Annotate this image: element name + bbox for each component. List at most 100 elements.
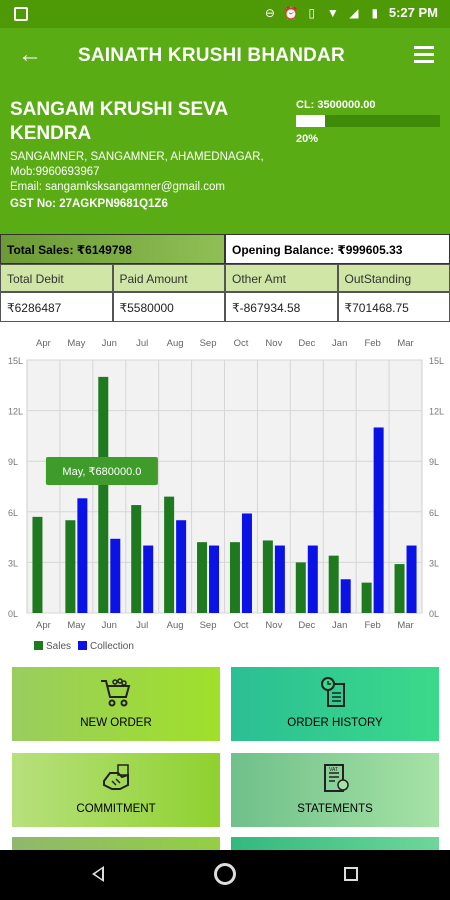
arrow-left-icon[interactable]: ←	[18, 41, 42, 68]
hamburger-menu-icon[interactable]	[414, 46, 434, 64]
more-tile-right[interactable]	[231, 837, 439, 851]
bar-sales	[361, 582, 372, 613]
x-tick-top: Nov	[265, 338, 282, 349]
x-tick-bottom: Oct	[234, 620, 249, 631]
sales-collection-chart[interactable]: 0L 0L 3L 3L 6L 6L 9L 9L 12L 12L 15L 15L Apr Apr May May…	[0, 330, 450, 660]
credit-progress-bar	[296, 115, 440, 127]
statements-label: STATEMENTS	[297, 803, 373, 815]
y-tick-right: 3L	[429, 558, 439, 568]
x-tick-top: Dec	[298, 338, 315, 349]
y-tick-right: 15L	[429, 356, 444, 366]
y-tick-left: 3L	[8, 558, 18, 568]
credit-progress-fill	[296, 115, 325, 127]
x-tick-bottom: Feb	[364, 620, 380, 631]
bar-collection	[110, 538, 121, 613]
alarm-icon: ⏰	[283, 5, 299, 20]
handshake-icon	[103, 764, 129, 790]
bar-collection	[274, 545, 285, 613]
app-bar: ← SAINATH KRUSHI BHANDAR	[0, 28, 450, 84]
bar-sales	[295, 562, 306, 613]
gst-line: GST No: 27AGKPN9681Q1Z6	[10, 198, 168, 210]
commitment-button[interactable]: COMMITMENT	[12, 753, 220, 827]
order-history-icon	[321, 677, 345, 707]
y-tick-right: 0L	[429, 609, 439, 619]
commitment-label: COMMITMENT	[76, 803, 156, 815]
order-history-label: ORDER HISTORY	[287, 717, 383, 729]
nav-recent-icon[interactable]	[344, 867, 358, 881]
x-tick-bottom: Aug	[167, 620, 184, 631]
statement-icon: VAT	[324, 764, 349, 792]
nav-home-icon[interactable]	[214, 863, 236, 885]
x-tick-bottom: Nov	[265, 620, 282, 631]
legend-label-collection: Collection	[90, 641, 134, 652]
order-history-button[interactable]: ORDER HISTORY	[231, 667, 439, 741]
bar-sales	[328, 555, 339, 613]
value-outstanding: ₹701468.75	[337, 292, 450, 322]
bar-collection	[373, 427, 384, 613]
bar-sales	[262, 540, 273, 613]
x-tick-bottom: Sep	[200, 620, 217, 631]
header-total-debit: Total Debit	[0, 264, 113, 292]
value-total-debit: ₹6286487	[0, 292, 113, 322]
legend-swatch-collection	[78, 641, 87, 650]
y-tick-left: 9L	[8, 457, 18, 467]
address-line: SANGAMNER, SANGAMNER, AHAMEDNAGAR,	[10, 151, 264, 163]
x-tick-bottom: Jun	[102, 620, 117, 631]
nav-back-icon[interactable]	[92, 866, 104, 882]
y-tick-left: 6L	[8, 508, 18, 518]
system-nav-bar	[0, 850, 450, 900]
svg-text:VAT: VAT	[329, 767, 338, 773]
status-time: 5:27 PM	[388, 5, 438, 20]
stats-table: Total Sales: ₹6149798 Opening Balance: ₹…	[0, 234, 450, 322]
status-bar: ⊖ ⏰ ▯ ▼ ◢ ▮ 5:27 PM	[0, 0, 450, 28]
x-tick-top: Mar	[397, 338, 413, 349]
new-order-button[interactable]: NEW ORDER	[12, 667, 220, 741]
y-tick-right: 6L	[429, 508, 439, 518]
bar-sales	[131, 505, 142, 613]
header-other-amt: Other Amt	[225, 264, 338, 292]
bar-collection	[307, 545, 318, 613]
x-tick-top: Sep	[200, 338, 217, 349]
customer-address: SANGAMNER, SANGAMNER, AHAMEDNAGAR, Mob:9…	[10, 150, 264, 180]
x-tick-top: Jun	[102, 338, 117, 349]
chart-tooltip	[45, 457, 158, 485]
x-tick-top: Jan	[332, 338, 347, 349]
signal-icon: ◢	[349, 5, 359, 20]
x-tick-bottom: Mar	[397, 620, 413, 631]
chart-svg[interactable]: 0L 0L 3L 3L 6L 6L 9L 9L 12L 12L 15L 15L Apr Apr May May…	[0, 330, 450, 660]
vibrate-icon: ▯	[308, 5, 316, 20]
bar-collection	[340, 579, 351, 613]
credit-percent: 20%	[296, 133, 319, 145]
minus-circle-icon: ⊖	[264, 5, 275, 20]
y-tick-left: 12L	[8, 407, 23, 417]
legend-swatch-sales	[34, 641, 43, 650]
x-tick-top: Aug	[167, 338, 184, 349]
opening-balance: Opening Balance: ₹999605.33	[225, 234, 450, 264]
bar-collection	[406, 545, 417, 613]
bar-sales	[197, 542, 208, 613]
bar-sales	[32, 516, 43, 613]
y-tick-left: 15L	[8, 356, 23, 366]
email-line: Email: sangamksksangamner@gmail.com	[10, 181, 225, 193]
x-tick-top: Feb	[364, 338, 380, 349]
x-tick-top: Jul	[136, 338, 148, 349]
more-tile-left[interactable]	[12, 837, 220, 851]
x-tick-bottom: May	[67, 620, 85, 631]
bar-collection	[209, 545, 220, 613]
bar-sales	[229, 542, 240, 613]
bar-collection	[143, 545, 154, 613]
statements-button[interactable]: VAT STATEMENTS	[231, 753, 439, 827]
wifi-icon: ▼	[326, 5, 339, 20]
bar-sales	[98, 376, 109, 613]
header-paid-amount: Paid Amount	[112, 264, 225, 292]
x-tick-top: Oct	[234, 338, 249, 349]
value-paid-amount: ₹5580000	[112, 292, 225, 322]
total-sales: Total Sales: ₹6149798	[0, 234, 225, 264]
legend-label-sales: Sales	[46, 641, 71, 652]
y-tick-left: 0L	[8, 609, 18, 619]
customer-name: SANGAM KRUSHI SEVA KENDRA	[10, 99, 228, 144]
header-outstanding: OutStanding	[337, 264, 450, 292]
customer-info: SANGAM KRUSHI SEVA KENDRA SANGAMNER, SAN…	[0, 84, 450, 234]
x-tick-bottom: Jul	[136, 620, 148, 631]
image-icon	[14, 7, 28, 21]
